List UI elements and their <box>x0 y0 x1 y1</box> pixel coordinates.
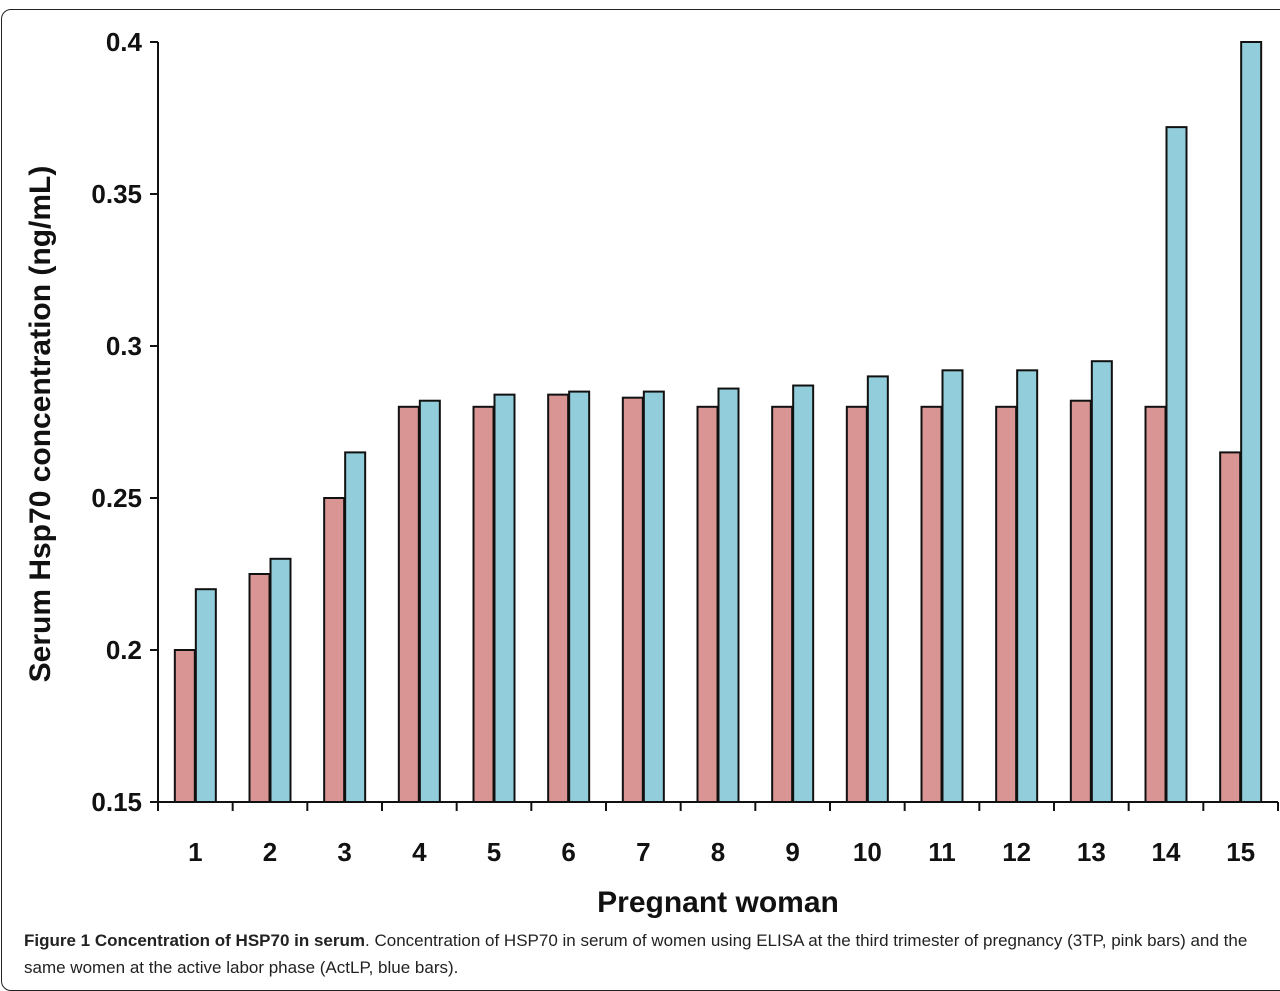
x-tick-label: 10 <box>853 837 882 867</box>
x-tick-label: 7 <box>636 837 650 867</box>
blue-bar <box>418 399 441 803</box>
x-tick-label: 3 <box>337 837 351 867</box>
y-tick-label: 0.35 <box>91 179 142 209</box>
blue-bar <box>1240 41 1263 803</box>
x-tick-label: 1 <box>188 837 202 867</box>
pink-bar <box>1219 451 1242 803</box>
blue-bar <box>568 390 591 803</box>
blue-bar <box>269 557 292 803</box>
blue-bar <box>866 375 889 803</box>
x-tick-label: 13 <box>1077 837 1106 867</box>
pink-bar <box>248 573 271 803</box>
blue-bar <box>344 451 367 803</box>
x-tick-label: 14 <box>1152 837 1181 867</box>
x-axis-title: Pregnant woman <box>597 886 839 919</box>
y-tick-label: 0.3 <box>106 331 142 361</box>
blue-bar <box>493 393 516 803</box>
pink-bar <box>323 497 346 803</box>
x-tick-label: 15 <box>1226 837 1255 867</box>
y-tick-label: 0.4 <box>106 27 143 57</box>
pink-bar <box>771 405 794 803</box>
y-axis-ticks: 0.15 0.2 0.25 0.3 0.35 0.4 <box>91 27 158 817</box>
y-tick-label: 0.25 <box>91 483 142 513</box>
bars-group <box>173 41 1263 804</box>
x-tick-label: 11 <box>928 837 956 867</box>
pink-bar <box>1069 399 1092 803</box>
caption-label: Figure 1 Concentration of HSP70 in serum <box>24 931 366 950</box>
figure-caption: Figure 1 Concentration of HSP70 in serum… <box>24 927 1269 981</box>
pink-bar <box>397 405 420 803</box>
y-tick-label: 0.2 <box>106 635 142 665</box>
pink-bar <box>621 396 644 803</box>
x-tick-label: 9 <box>785 837 799 867</box>
blue-bar <box>642 390 665 803</box>
x-tick-label: 2 <box>263 837 277 867</box>
blue-bar <box>717 387 740 803</box>
x-axis-ticks: 1 2 3 4 5 6 7 8 9 10 11 12 13 14 15 <box>157 802 1279 867</box>
y-axis-title: Serum Hsp70 concentration (ng/mL) <box>24 166 57 683</box>
pink-bar <box>173 649 196 803</box>
pink-bar <box>547 393 570 803</box>
pink-bar <box>696 405 719 803</box>
blue-bar <box>792 384 815 803</box>
x-tick-label: 6 <box>561 837 575 867</box>
caption-text: . Concentration of HSP70 in serum of wom… <box>24 931 1248 977</box>
pink-bar <box>845 405 868 803</box>
blue-bar <box>1090 360 1113 803</box>
pink-bar <box>472 405 495 803</box>
x-tick-label: 12 <box>1002 837 1031 867</box>
bar-chart: 0.150.20.250.30.350.4 1 2 3 4 5 6 7 8 9 10 11 12 13 1… <box>24 27 1279 919</box>
pink-bar <box>995 405 1018 803</box>
x-tick-label: 4 <box>412 837 427 867</box>
blue-bar <box>941 369 964 803</box>
blue-bar <box>1016 369 1039 803</box>
x-tick-label: 8 <box>711 837 725 867</box>
y-tick-label: 0.15 <box>91 787 142 817</box>
blue-bar <box>1165 126 1188 804</box>
pink-bar <box>1144 405 1167 803</box>
x-tick-label: 5 <box>487 837 501 867</box>
blue-bar <box>194 588 217 804</box>
pink-bar <box>920 405 943 803</box>
